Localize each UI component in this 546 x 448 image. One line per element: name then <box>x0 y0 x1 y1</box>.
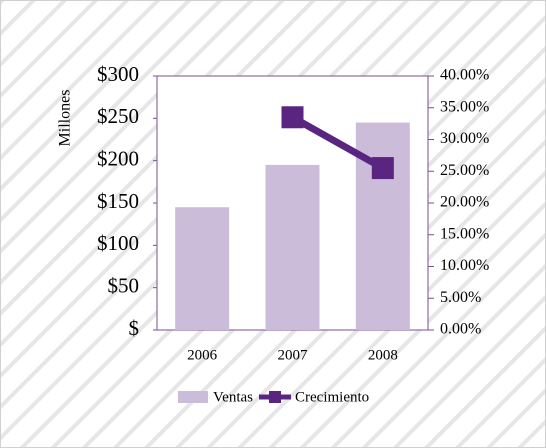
line-marker <box>371 157 394 180</box>
bar <box>175 207 230 330</box>
y-tick-label: $100 <box>97 231 139 255</box>
y2-tick-label: 40.00% <box>440 67 489 84</box>
y-axis-label: Millones <box>57 90 74 147</box>
y-tick-label: $250 <box>97 104 139 128</box>
y-tick-label: $ <box>129 316 140 340</box>
x-tick-label: 2006 <box>187 347 218 363</box>
y2-tick-label: 5.00% <box>440 289 481 306</box>
y2-tick-label: 10.00% <box>440 257 489 274</box>
legend-label: Ventas <box>213 389 253 405</box>
y2-tick-label: 35.00% <box>440 98 489 115</box>
y2-tick-label: 0.00% <box>440 321 481 338</box>
y2-tick-label: 20.00% <box>440 194 489 211</box>
legend-label: Crecimiento <box>295 389 369 405</box>
x-tick-label: 2007 <box>278 347 309 363</box>
line <box>290 114 385 172</box>
x-tick-label: 2008 <box>368 347 398 363</box>
line-marker <box>281 106 304 129</box>
y-tick-label: $150 <box>97 189 139 213</box>
legend-swatch <box>178 391 208 403</box>
y-tick-label: $300 <box>97 62 139 86</box>
y-tick-label: $50 <box>108 273 140 297</box>
legend-swatch <box>269 391 281 403</box>
y2-tick-label: 15.00% <box>440 225 489 242</box>
y2-tick-label: 30.00% <box>440 130 489 147</box>
bar <box>265 164 320 330</box>
y2-tick-label: 25.00% <box>440 162 489 179</box>
y-tick-label: $200 <box>97 146 139 170</box>
